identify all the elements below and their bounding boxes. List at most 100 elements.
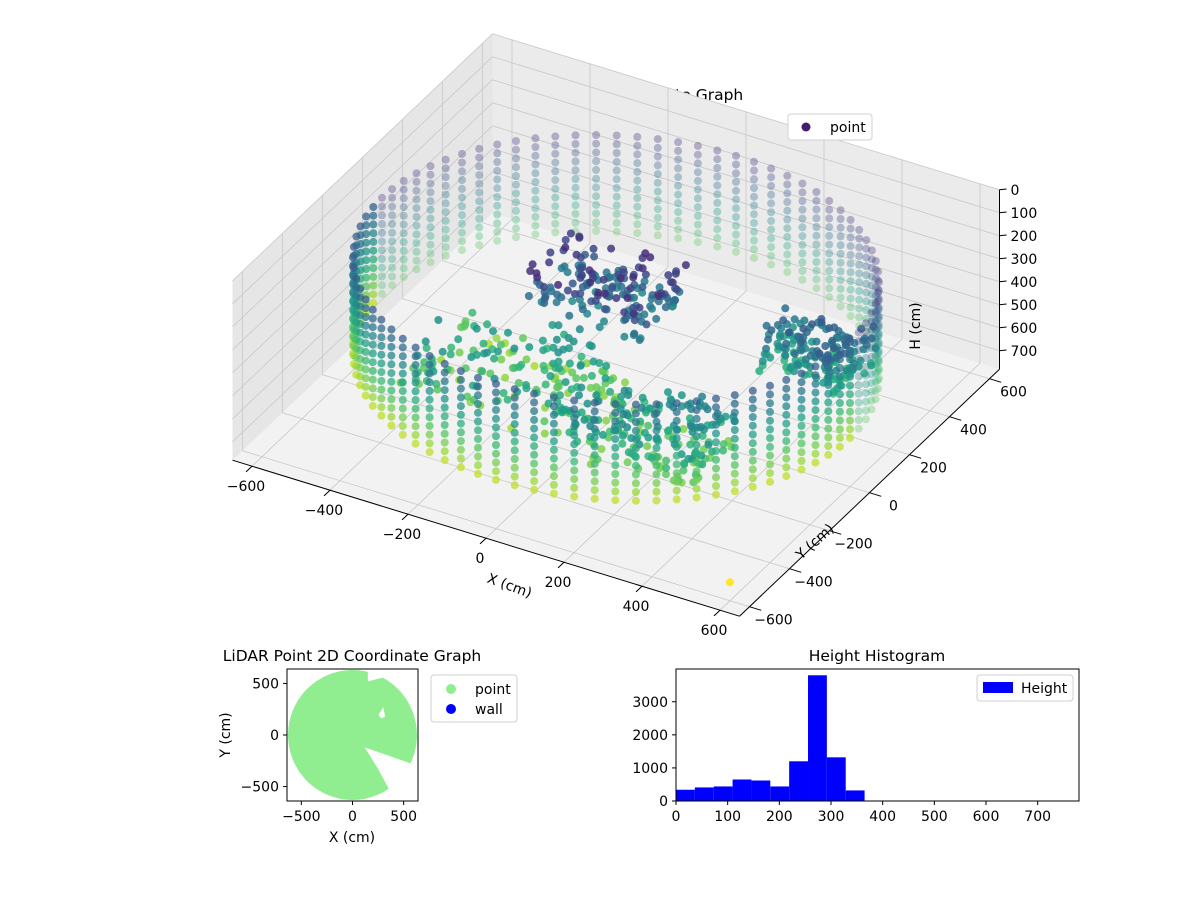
point-3d bbox=[766, 442, 774, 451]
point-3d bbox=[846, 425, 854, 434]
point-3d bbox=[398, 360, 407, 369]
point-3d bbox=[672, 486, 681, 495]
point-3d bbox=[526, 267, 535, 275]
point-3d bbox=[730, 417, 739, 426]
point-3d bbox=[767, 199, 776, 208]
point-3d bbox=[590, 407, 599, 416]
point-3d bbox=[368, 366, 377, 375]
point-3d bbox=[766, 399, 774, 408]
point-3d bbox=[836, 284, 845, 293]
point-3d bbox=[867, 387, 876, 396]
point-3d bbox=[817, 318, 826, 327]
point-3d bbox=[590, 416, 599, 425]
point-3d bbox=[630, 293, 638, 302]
point-3d bbox=[388, 211, 397, 220]
chart-3d-xtick: −600 bbox=[227, 479, 265, 495]
point-3d bbox=[577, 383, 586, 392]
point-3d bbox=[846, 355, 854, 364]
point-3d bbox=[368, 331, 377, 340]
point-3d bbox=[672, 477, 681, 486]
point-3d bbox=[387, 351, 396, 360]
point-3d bbox=[633, 185, 642, 194]
point-3d bbox=[712, 412, 720, 421]
point-3d bbox=[432, 379, 441, 388]
point-3d bbox=[440, 429, 449, 438]
point-3d bbox=[493, 158, 502, 166]
point-3d bbox=[399, 176, 408, 185]
point-3d bbox=[825, 223, 834, 232]
point-3d bbox=[704, 440, 713, 449]
point-3d bbox=[399, 255, 408, 264]
point-3d bbox=[812, 240, 821, 249]
point-3d bbox=[692, 432, 701, 441]
point-3d bbox=[617, 282, 626, 291]
point-3d bbox=[611, 478, 620, 487]
point-3d bbox=[590, 424, 599, 433]
point-3d bbox=[748, 482, 757, 491]
point-3d bbox=[494, 347, 502, 356]
point-3d bbox=[712, 464, 720, 473]
point-3d bbox=[458, 219, 466, 228]
chart-3d-xtick: −200 bbox=[383, 527, 421, 543]
point-3d bbox=[712, 429, 720, 438]
point-3d bbox=[719, 440, 728, 449]
point-3d bbox=[425, 386, 434, 395]
point-3d bbox=[399, 185, 408, 194]
point-3d bbox=[528, 260, 537, 269]
chart-2d-ytick: 0 bbox=[270, 728, 279, 744]
point-3d bbox=[674, 234, 683, 243]
point-3d bbox=[874, 314, 883, 323]
point-3d bbox=[612, 227, 621, 236]
point-3d bbox=[457, 323, 466, 332]
point-3d bbox=[361, 330, 370, 339]
point-3d bbox=[571, 192, 580, 201]
point-3d bbox=[612, 166, 621, 175]
point-3d bbox=[874, 332, 883, 341]
point-3d bbox=[525, 343, 534, 352]
point-3d bbox=[612, 175, 621, 184]
point-3d bbox=[693, 185, 702, 194]
point-3d bbox=[618, 431, 627, 440]
point-3d bbox=[867, 344, 876, 353]
point-3d bbox=[875, 304, 883, 313]
point-3d bbox=[846, 294, 855, 303]
point-3d bbox=[867, 334, 876, 343]
point-3d bbox=[475, 144, 484, 153]
point-3d bbox=[693, 238, 702, 247]
point-3d bbox=[586, 278, 595, 287]
point-3d bbox=[871, 257, 880, 265]
point-3d bbox=[875, 365, 883, 374]
point-3d bbox=[812, 275, 821, 284]
point-3d bbox=[824, 415, 833, 424]
point-3d bbox=[857, 324, 866, 333]
point-3d bbox=[874, 306, 883, 315]
histogram-bar bbox=[808, 675, 827, 801]
point-3d bbox=[797, 439, 806, 448]
point-3d bbox=[783, 232, 792, 241]
point-3d bbox=[441, 251, 450, 260]
point-3d bbox=[569, 337, 578, 346]
point-3d bbox=[398, 352, 407, 361]
point-3d bbox=[594, 288, 603, 297]
point-3d bbox=[572, 374, 581, 383]
point-3d bbox=[712, 455, 720, 464]
point-3d bbox=[645, 404, 654, 413]
point-3d bbox=[368, 305, 377, 314]
point-3d bbox=[874, 267, 883, 276]
point-3d bbox=[836, 241, 845, 250]
point-3d bbox=[578, 283, 587, 291]
point-3d bbox=[575, 325, 584, 334]
chart-3d-xtick: 0 bbox=[476, 551, 485, 567]
point-3d bbox=[812, 214, 821, 223]
point-3d bbox=[861, 380, 870, 389]
point-3d bbox=[730, 461, 739, 469]
point-3d bbox=[874, 276, 883, 285]
point-3d bbox=[812, 284, 821, 293]
point-3d bbox=[824, 389, 833, 398]
point-3d bbox=[492, 406, 500, 414]
point-3d bbox=[874, 337, 883, 346]
point-3d bbox=[686, 440, 695, 449]
point-3d bbox=[568, 297, 577, 306]
point-3d bbox=[836, 249, 845, 258]
point-3d bbox=[425, 413, 434, 422]
